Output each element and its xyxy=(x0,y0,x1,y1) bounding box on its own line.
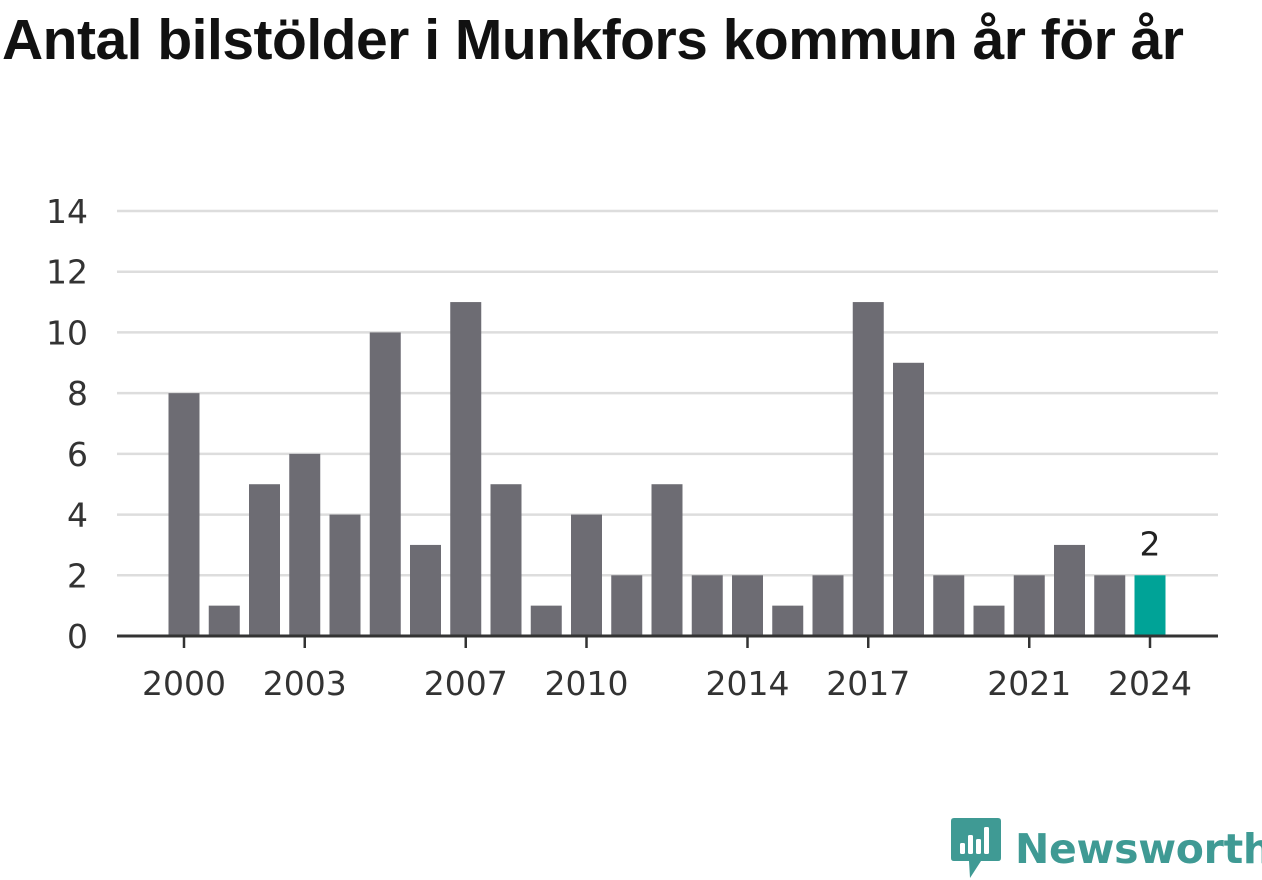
y-tick-label: 10 xyxy=(46,313,88,352)
x-tick-label: 2017 xyxy=(826,664,910,703)
bar-2015 xyxy=(772,605,804,636)
bars xyxy=(168,302,1166,636)
data-labels: 2 xyxy=(1140,524,1161,563)
bar-2010 xyxy=(571,514,602,636)
y-tick-label: 12 xyxy=(46,253,88,292)
x-tick-label: 2010 xyxy=(545,664,629,703)
x-tick-label: 2003 xyxy=(263,664,347,703)
chart-title: Antal bilstölder i Munkfors kommun år fö… xyxy=(2,8,1184,72)
brand-name: Newsworthy xyxy=(1015,825,1262,873)
bar-2000 xyxy=(168,393,200,636)
y-tick-label: 4 xyxy=(67,496,88,535)
x-axis-ticks: 2000 2003 2007 2010 2014 2017 2021 2024 xyxy=(142,636,1192,703)
x-tick-label: 2021 xyxy=(987,664,1071,703)
y-tick-label: 2 xyxy=(67,556,88,595)
newsworthy-logo-icon xyxy=(951,818,1001,878)
bar-2002 xyxy=(249,484,280,636)
bar-2008 xyxy=(490,484,522,636)
newsworthy-brand: Newsworthy xyxy=(951,818,1262,880)
bar-2019 xyxy=(933,575,965,636)
bar-2005 xyxy=(369,332,401,636)
bar-2009 xyxy=(530,605,562,636)
bar-2004 xyxy=(329,514,361,636)
bar-2024 xyxy=(1134,575,1166,636)
bar-2016 xyxy=(812,575,844,636)
bar-2018 xyxy=(893,362,924,636)
bar-2017 xyxy=(852,302,884,636)
bar-2006 xyxy=(410,544,441,636)
bar-2020 xyxy=(973,605,1005,636)
bar-2011 xyxy=(611,575,643,636)
y-tick-label: 0 xyxy=(67,617,88,656)
data-label: 2 xyxy=(1140,524,1161,563)
bar-2014 xyxy=(732,575,763,636)
x-tick-label: 2014 xyxy=(706,664,790,703)
bar-2003 xyxy=(289,453,321,636)
bar-2023 xyxy=(1094,575,1126,636)
bar-2012 xyxy=(651,484,683,636)
bar-2001 xyxy=(208,605,240,636)
y-tick-label: 6 xyxy=(67,435,88,474)
y-axis-ticks: 0 2 4 6 8 10 12 14 xyxy=(46,192,88,656)
x-tick-label: 2000 xyxy=(142,664,226,703)
y-tick-label: 14 xyxy=(46,192,88,231)
x-tick-label: 2007 xyxy=(424,664,508,703)
bar-2007 xyxy=(450,302,482,636)
y-tick-label: 8 xyxy=(67,374,88,413)
x-tick-label: 2024 xyxy=(1108,664,1192,703)
bar-2022 xyxy=(1054,544,1085,636)
bar-2013 xyxy=(691,575,723,636)
bar-2021 xyxy=(1013,575,1045,636)
